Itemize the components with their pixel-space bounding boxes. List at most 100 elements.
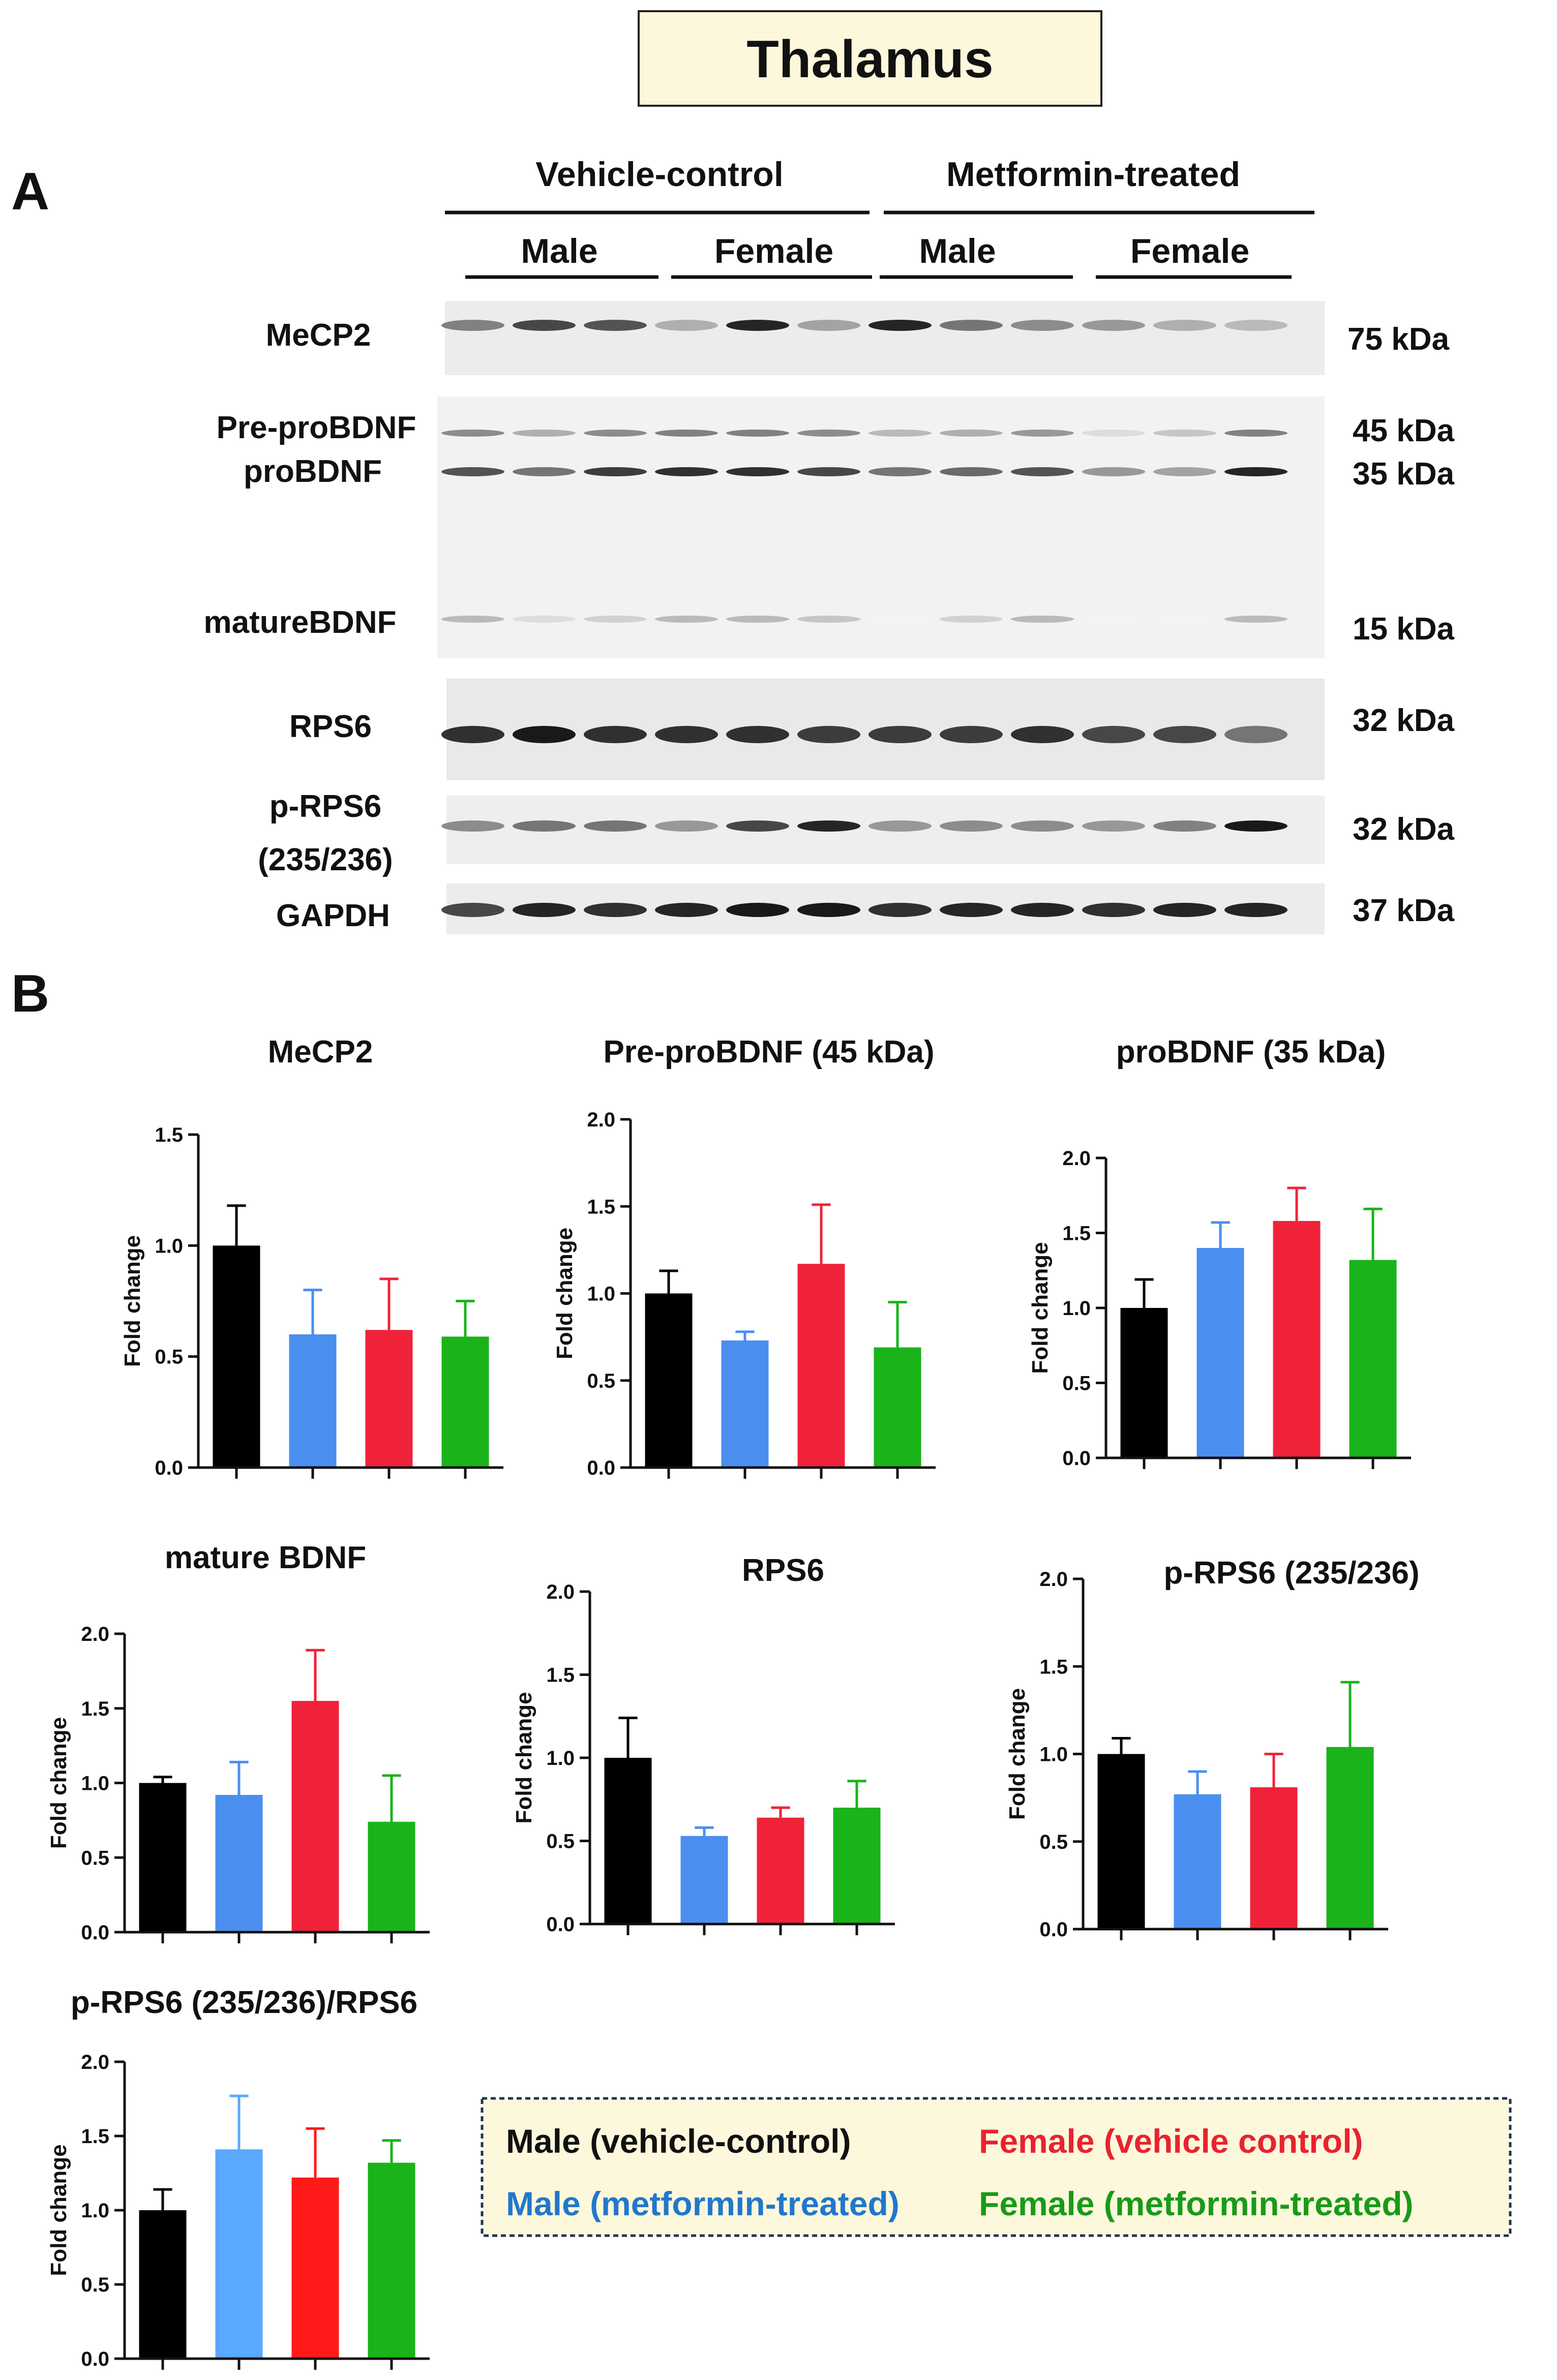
- bar: [680, 1836, 728, 1924]
- blot-band: [1082, 467, 1145, 476]
- blot-band: [655, 616, 718, 623]
- row-label-mecp2: MeCP2: [266, 318, 371, 353]
- sex-header-1: Male: [521, 232, 597, 270]
- bar: [215, 1794, 263, 1932]
- row-label-gapdh: GAPDH: [276, 898, 390, 933]
- chart-7: p-RPS6 (235/236)/RPS6 0.0 0.5 1.0 1.5 2.0 Fold…: [46, 1985, 430, 2370]
- y-axis-label: Fold change: [1028, 1242, 1053, 1374]
- blot-band: [584, 616, 647, 623]
- bar: [757, 1817, 804, 1924]
- blot-band: [1153, 320, 1216, 331]
- blot-band: [513, 820, 576, 832]
- y-tick-label: 1.5: [155, 1124, 183, 1146]
- kda-maturebdnf: 15 kDa: [1353, 612, 1454, 647]
- blot-band: [513, 616, 576, 623]
- y-tick-label: 1.5: [1039, 1656, 1068, 1678]
- blot-band: [940, 726, 1003, 743]
- kda-rps6: 32 kDa: [1353, 703, 1454, 738]
- blot-band: [797, 820, 860, 832]
- blot-band: [513, 467, 576, 476]
- bar: [645, 1293, 693, 1468]
- blot-band: [1153, 616, 1216, 623]
- bar: [1326, 1747, 1374, 1929]
- kda-mecp2: 75 kDa: [1348, 322, 1449, 357]
- y-tick-label: 0.5: [81, 2274, 109, 2296]
- blot-band: [869, 820, 932, 832]
- row-label-pre-probdnf: Pre-proBDNF: [217, 410, 416, 445]
- bar: [365, 1330, 413, 1468]
- y-tick-label: 0.0: [155, 1457, 183, 1479]
- group-vehicle-control: Vehicle-control: [535, 155, 783, 194]
- sex-header-4: Female: [1130, 232, 1249, 270]
- bar: [289, 1334, 337, 1468]
- blot-band: [869, 726, 932, 743]
- blot-band: [940, 903, 1003, 917]
- y-axis-label: Fold change: [552, 1228, 577, 1359]
- blot-band: [441, 616, 504, 623]
- blot-band: [797, 616, 860, 623]
- blot-band: [1011, 467, 1074, 476]
- blot-band: [1011, 820, 1074, 832]
- kda-probdnf: 35 kDa: [1353, 456, 1454, 492]
- y-axis-label: Fold change: [120, 1235, 145, 1367]
- blot-band: [1082, 903, 1145, 917]
- y-tick-label: 2.0: [81, 2051, 109, 2073]
- blot-band: [1153, 903, 1216, 917]
- blot-band: [940, 820, 1003, 832]
- blot-band: [797, 430, 860, 437]
- row-label-p-rps6-sites: (235/236): [258, 842, 393, 877]
- group-metformin-treated: Metformin-treated: [946, 155, 1240, 194]
- panel-b-letter: B: [11, 964, 49, 1023]
- bar: [291, 2177, 339, 2359]
- bar: [604, 1758, 652, 1924]
- legend-male-vehicle: Male (vehicle-control): [506, 2122, 851, 2160]
- blot-band: [726, 726, 789, 743]
- blot-band: [1011, 903, 1074, 917]
- kda-gapdh: 37 kDa: [1353, 893, 1454, 928]
- bar: [1273, 1220, 1321, 1458]
- blot-band: [1082, 430, 1145, 437]
- sex-header-2: Female: [714, 232, 833, 270]
- blot-band: [1224, 903, 1287, 917]
- blot-band: [441, 903, 504, 917]
- chart-title: Pre-proBDNF (45 kDa): [603, 1034, 934, 1070]
- y-tick-label: 2.0: [546, 1581, 575, 1603]
- chart-4: mature BDNF 0.0 0.5 1.0 1.5 2.0 Fold change: [46, 1540, 430, 1944]
- bar: [139, 1783, 187, 1932]
- blot-band: [726, 430, 789, 437]
- y-tick-label: 0.0: [587, 1457, 615, 1479]
- y-tick-label: 2.0: [1062, 1147, 1091, 1170]
- blot-band: [869, 430, 932, 437]
- y-tick-label: 0.5: [81, 1847, 109, 1869]
- bar: [139, 2210, 187, 2359]
- blot-band: [726, 320, 789, 331]
- legend-female-vehicle: Female (vehicle control): [979, 2122, 1363, 2160]
- sex-header-3: Male: [919, 232, 996, 270]
- title-box: [638, 10, 1102, 107]
- bar: [1097, 1754, 1145, 1929]
- blot-band: [1153, 430, 1216, 437]
- y-tick-label: 0.5: [155, 1346, 183, 1368]
- blot-band: [726, 616, 789, 623]
- row-label-probdnf: proBDNF: [244, 454, 382, 489]
- y-tick-label: 2.0: [1039, 1568, 1068, 1591]
- blot-band: [584, 320, 647, 331]
- y-tick-label: 2.0: [81, 1623, 109, 1645]
- legend-male-metformin: Male (metformin-treated): [506, 2185, 900, 2222]
- blot-band: [584, 903, 647, 917]
- y-tick-label: 0.0: [1062, 1447, 1091, 1470]
- chart-6: p-RPS6 (235/236) 0.0 0.5 1.0 1.5 2.0 Fold chan…: [1005, 1555, 1420, 1941]
- blot-band: [1082, 820, 1145, 832]
- blot-band: [1011, 726, 1074, 743]
- chart-2: Pre-proBDNF (45 kDa) 0.0 0.5 1.0 1.5 2.0 Fold …: [552, 1034, 936, 1479]
- y-tick-label: 0.0: [546, 1913, 575, 1936]
- blot-band: [655, 467, 718, 476]
- blot-band: [1153, 467, 1216, 476]
- chart-title: RPS6: [742, 1553, 824, 1588]
- blot-band: [1153, 820, 1216, 832]
- bar: [833, 1808, 881, 1924]
- kda-p-rps6: 32 kDa: [1353, 812, 1454, 847]
- kda-pre-probdnf: 45 kDa: [1353, 413, 1454, 448]
- y-tick-label: 1.0: [546, 1747, 575, 1769]
- y-axis-label: Fold change: [46, 1717, 71, 1849]
